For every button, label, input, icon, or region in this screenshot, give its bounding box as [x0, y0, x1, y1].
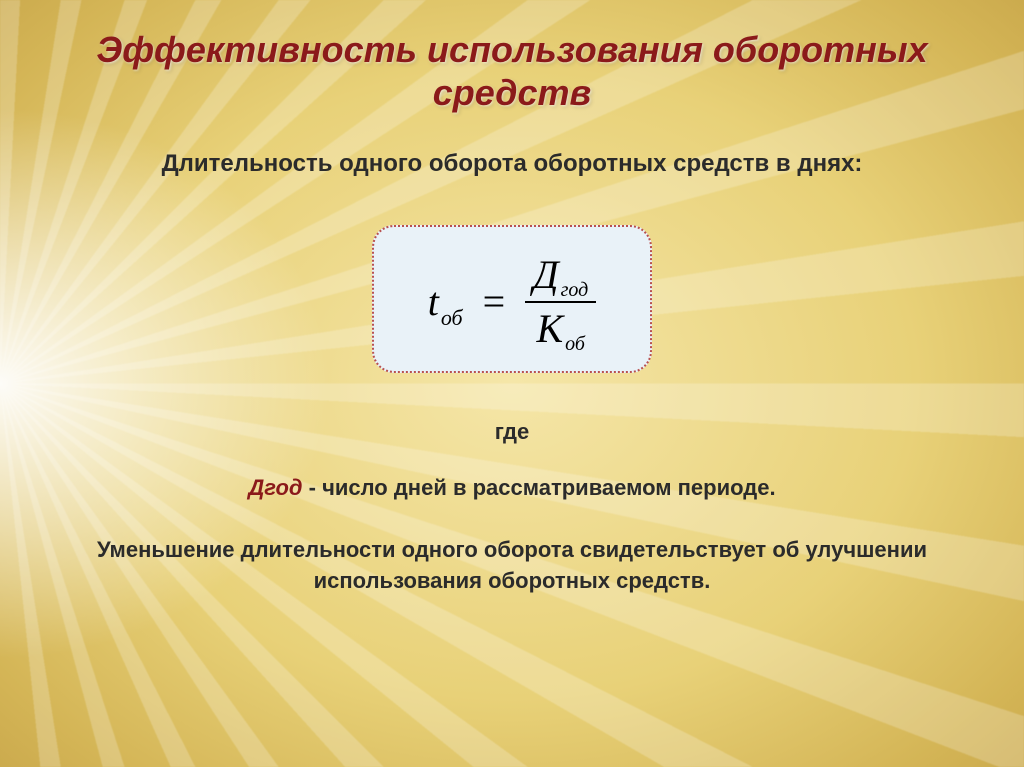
where-label: где: [60, 419, 964, 445]
formula-lhs: t об: [428, 278, 463, 325]
fraction-bar: [525, 301, 596, 303]
slide-content: Эффективность использования оборотных ср…: [0, 0, 1024, 767]
formula-box: t об = Д год К об: [372, 225, 653, 373]
formula: t об = Д год К об: [428, 253, 597, 351]
formula-fraction: Д год К об: [525, 253, 596, 351]
slide-background: Эффективность использования оборотных ср…: [0, 0, 1024, 767]
definition-line: Дгод - число дней в рассматриваемом пери…: [60, 475, 964, 501]
definition-term: Дгод: [248, 475, 302, 500]
definition-text: - число дней в рассматриваемом периоде.: [303, 475, 776, 500]
formula-numerator: Д год: [525, 253, 596, 297]
formula-lhs-var: t: [428, 278, 439, 325]
formula-denominator: К об: [529, 307, 593, 351]
equals-sign: =: [483, 278, 506, 325]
slide-title: Эффективность использования оборотных ср…: [60, 28, 964, 114]
formula-lhs-sub: об: [441, 305, 463, 331]
formula-den-var: К: [537, 309, 564, 349]
formula-num-var: Д: [533, 255, 558, 295]
slide-subtitle: Длительность одного оборота оборотных ср…: [60, 148, 964, 180]
formula-num-sub: год: [561, 280, 589, 300]
conclusion-text: Уменьшение длительности одного оборота с…: [60, 535, 964, 597]
formula-den-sub: об: [565, 334, 585, 354]
